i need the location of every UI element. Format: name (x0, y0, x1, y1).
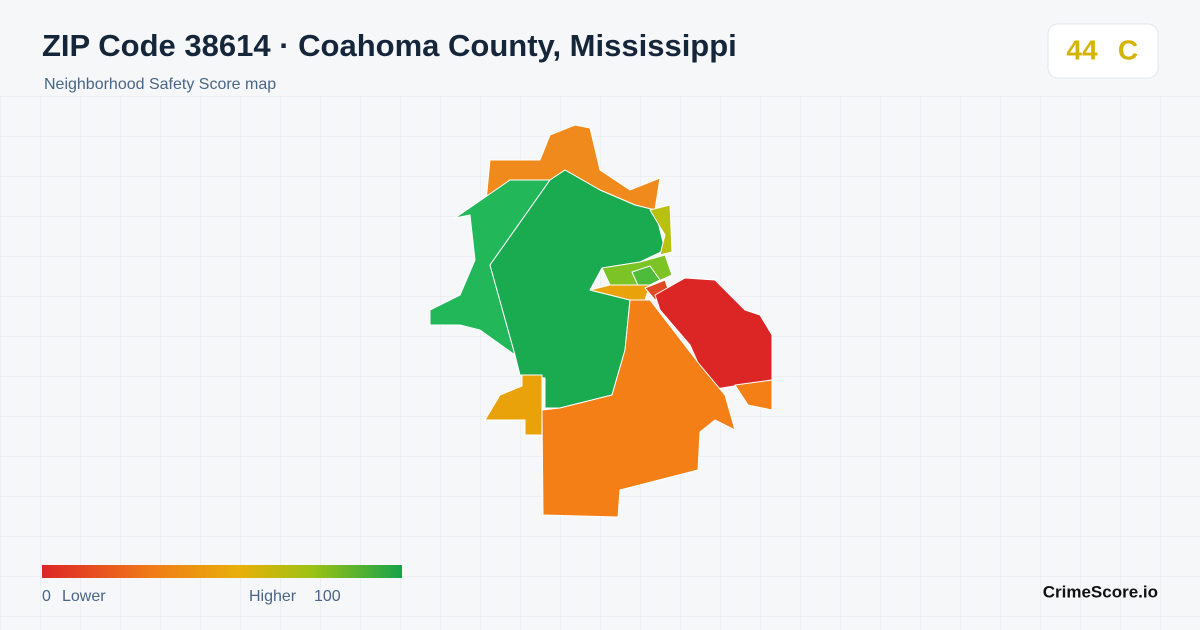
legend-min-label: Lower (62, 588, 106, 605)
region (589, 284, 651, 301)
region (541, 299, 736, 518)
legend-bar (42, 565, 402, 578)
legend-min: 0 (42, 588, 51, 605)
legend-max: 100 (314, 588, 341, 605)
region (631, 265, 661, 291)
region (649, 204, 673, 256)
score-grade: C (1118, 34, 1138, 65)
region (429, 179, 551, 356)
map (429, 124, 773, 518)
region (484, 374, 543, 436)
title: ZIP Code 38614 · Coahoma County, Mississ… (42, 28, 737, 63)
region (654, 277, 773, 391)
region (734, 379, 773, 411)
score-badge (1047, 23, 1159, 79)
brand: CrimeScore.io (1043, 582, 1158, 601)
subtitle: Neighborhood Safety Score map (44, 76, 276, 93)
legend-max-label: Higher (249, 588, 297, 605)
score-value: 44 (1066, 34, 1098, 65)
